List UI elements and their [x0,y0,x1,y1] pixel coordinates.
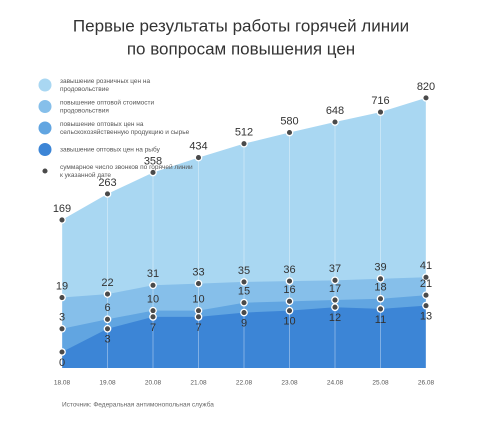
legend-label: повышение оптовой стоимости продовольстви… [60,98,155,114]
point [376,294,385,303]
point [331,303,339,312]
data-label: 358 [144,155,162,167]
point [240,308,248,317]
point [58,348,66,356]
point [422,301,430,310]
legend-swatch [38,121,52,135]
point [285,277,294,285]
point [285,306,294,315]
point [422,273,430,282]
data-label: 6 [104,302,110,314]
chart-subtitle: по вопросам повышения цен [127,39,355,58]
x-tick-label: 25.08 [372,380,389,387]
source: Источник: Федеральная антимонопольная сл… [62,401,214,409]
data-label: 22 [101,277,113,289]
data-label: 37 [329,263,341,275]
data-label: 716 [371,95,389,107]
point [194,312,203,321]
point [240,278,248,286]
x-tick-label: 24.08 [327,380,344,387]
data-label: 9 [241,317,247,329]
data-label: 3 [59,312,65,324]
data-label: 12 [329,312,341,324]
point [149,306,157,315]
legend-label: суммарное число звонков по горячей линии… [60,163,193,179]
point [285,128,294,137]
point [194,153,203,162]
point [149,312,157,321]
x-tick-label: 26.08 [418,380,435,387]
data-label: 19 [56,280,68,292]
point [422,291,430,300]
data-label: 434 [189,140,207,152]
legend-label: завышение розничных цен на продовольствие [60,78,151,93]
data-label: 35 [238,265,250,277]
point [331,296,339,304]
legend-label: завышение оптовых цен на рыбу [60,145,161,153]
data-label: 21 [420,278,432,290]
data-label: 16 [283,284,295,296]
data-label: 36 [283,264,295,276]
data-label: 7 [150,322,156,334]
point [376,274,385,283]
data-label: 31 [147,268,159,280]
x-tick-label: 22.08 [236,380,253,387]
data-label: 512 [235,127,253,139]
data-label: 7 [195,322,201,334]
legend-label: повышение оптовых цен на сельскохозяйстве… [60,121,190,136]
x-tick-label: 19.08 [99,380,116,387]
data-label: 10 [147,294,159,306]
data-label: 41 [420,260,432,272]
data-label: 39 [374,262,386,274]
point [58,324,66,333]
data-label: 10 [192,294,204,306]
data-label: 580 [280,115,298,127]
point [240,139,248,148]
point [103,315,112,324]
data-label: 17 [329,283,341,295]
point [194,306,203,315]
data-label: 18 [374,282,386,294]
data-label: 263 [98,177,116,189]
point [149,281,157,290]
point [376,305,385,313]
data-label: 648 [326,105,344,117]
x-tick-label: 21.08 [190,380,207,387]
area-series [62,305,426,368]
data-label: 33 [192,266,204,278]
data-label: 10 [283,316,295,328]
point [331,118,339,126]
legend-swatch [38,78,52,92]
data-label: 820 [417,81,435,93]
x-tick-label: 20.08 [145,380,162,387]
point [103,290,112,298]
point [285,297,294,306]
legend-swatch [38,143,52,156]
data-label: 11 [375,314,386,326]
point [58,216,66,224]
point [58,293,66,302]
data-label: 3 [104,334,110,346]
x-tick-label: 18.08 [54,380,71,387]
legend-swatch [41,167,49,175]
point [103,324,112,333]
chart-title: Первые результаты работы горячей линии [73,16,409,35]
point [103,190,112,198]
data-label: 0 [59,357,65,369]
point [331,276,339,285]
point [240,298,248,307]
data-label: 169 [53,203,71,215]
data-label: 13 [420,311,432,323]
point [376,108,385,116]
point [149,168,157,177]
legend-swatch [38,100,52,113]
point [194,279,203,288]
data-label: 15 [238,286,250,298]
x-tick-label: 23.08 [281,380,298,387]
point [422,94,430,102]
